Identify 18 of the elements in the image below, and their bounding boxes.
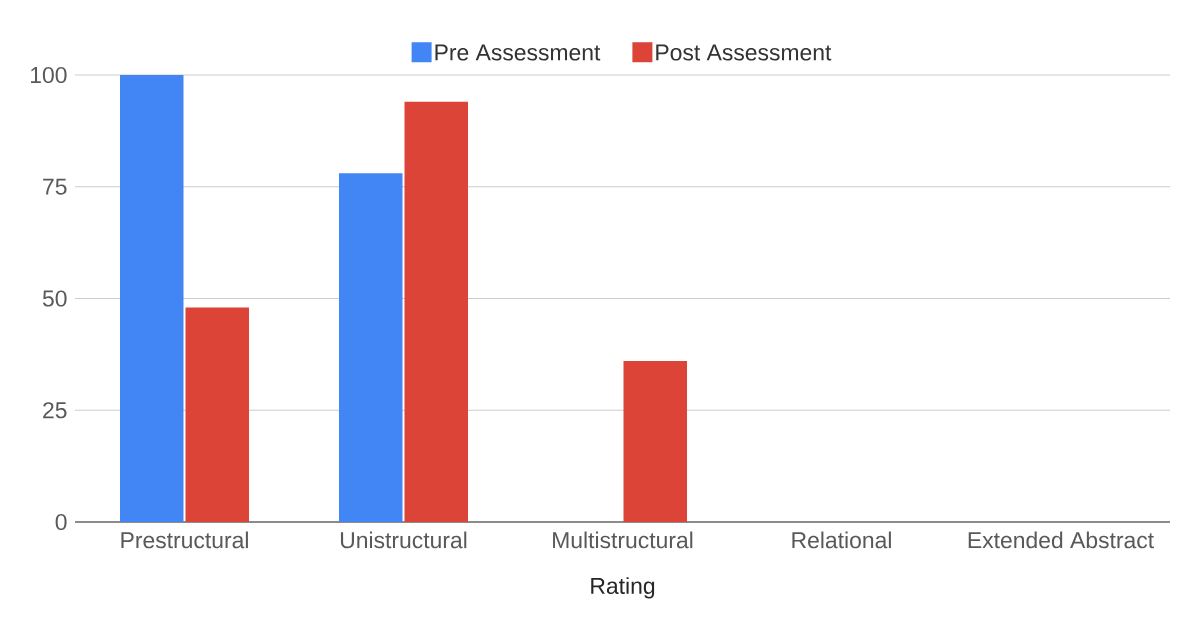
legend-label: Post Assessment bbox=[656, 44, 832, 61]
x-tick-label: Prestructural bbox=[121, 531, 248, 549]
y-tick-label: 100 bbox=[31, 66, 67, 84]
bar bbox=[119, 74, 184, 522]
bar bbox=[338, 173, 403, 522]
bar bbox=[404, 101, 468, 522]
y-tick-label: 50 bbox=[42, 290, 67, 307]
x-tick-label: Relational bbox=[792, 531, 891, 549]
y-tick-label: 0 bbox=[55, 513, 67, 531]
y-tick-label: 25 bbox=[43, 402, 67, 419]
x-tick-label: Unistructural bbox=[340, 531, 467, 549]
bar bbox=[623, 361, 687, 522]
x-tick-label: Extended Abstract bbox=[968, 531, 1154, 549]
bar bbox=[185, 307, 250, 522]
legend-label: Pre Assessment bbox=[435, 44, 601, 61]
x-axis-title: Rating bbox=[591, 577, 655, 599]
x-tick-label: Multistructural bbox=[553, 531, 693, 549]
y-tick-label: 75 bbox=[43, 178, 67, 195]
